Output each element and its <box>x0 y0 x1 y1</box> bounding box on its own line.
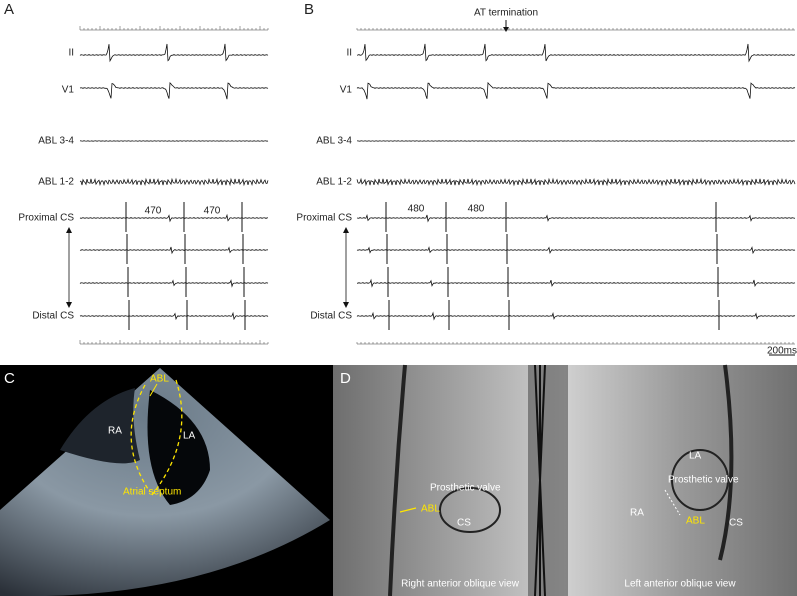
septum-line <box>130 384 151 493</box>
panel-label: C <box>4 370 15 387</box>
lead-label: Proximal CS <box>296 213 352 224</box>
ecg-trace <box>79 311 269 321</box>
lead-label: Proximal CS <box>18 213 74 224</box>
ecg-trace <box>79 213 269 223</box>
lead-labels-b: II V1 ABL 3-4 ABL 1-2 Proximal CS Distal… <box>296 48 352 322</box>
panel-label: A <box>4 1 14 18</box>
ecg-trace <box>356 81 796 100</box>
view-caption: Right anterior oblique view <box>401 579 520 590</box>
valve <box>671 449 729 511</box>
fluoro-label: CS <box>729 518 743 529</box>
fluoro-divider <box>528 365 568 596</box>
echo-ra <box>60 388 140 464</box>
catheter <box>388 364 407 596</box>
valve <box>439 487 501 533</box>
panel-label: B <box>304 1 314 18</box>
fluoro-label: RA <box>630 508 644 519</box>
ecg-trace <box>79 177 269 187</box>
ecg-trace <box>356 311 796 321</box>
annotation-arrowhead <box>503 27 509 32</box>
ecg-trace <box>79 279 269 288</box>
lead-label: II <box>68 48 74 59</box>
fluoro-label: ABL <box>686 516 705 527</box>
ecg-trace <box>79 43 269 63</box>
ecg-trace <box>356 43 796 63</box>
lead-label: V1 <box>62 85 75 96</box>
lead-label: Distal CS <box>310 311 352 322</box>
ecg-trace <box>357 140 796 142</box>
fluoro-label: LA <box>689 451 702 462</box>
fluoro-label: CS <box>457 518 471 529</box>
lead-label: V1 <box>340 85 353 96</box>
annotation: AT termination <box>474 8 538 19</box>
echo-label: Atrial septum <box>123 487 181 498</box>
fluoro-label: ABL <box>421 504 440 515</box>
panel-label: D <box>340 370 351 387</box>
lead-label: ABL 3-4 <box>38 136 74 147</box>
interval-label: 470 <box>204 206 221 217</box>
scale-label: 200ms <box>767 346 797 357</box>
echo-label: RA <box>108 426 122 437</box>
echo-label: ABL <box>150 374 169 385</box>
lead-label: ABL 3-4 <box>316 136 352 147</box>
ecg-trace <box>79 140 269 142</box>
abl-arrow <box>399 507 417 513</box>
lead-labels-a: II V1 ABL 3-4 ABL 1-2 Proximal CS Distal… <box>18 48 74 322</box>
ecg-trace <box>356 246 796 255</box>
interval-label: 480 <box>408 204 425 215</box>
view-caption: Left anterior oblique view <box>624 579 736 590</box>
ecg-trace <box>356 213 796 223</box>
echo-la <box>147 390 210 505</box>
ecg-trace <box>356 177 796 187</box>
interval-label: 480 <box>468 204 485 215</box>
echo-label: LA <box>183 431 196 442</box>
septum-line <box>151 379 183 496</box>
ecg-trace <box>79 81 269 100</box>
lead-label: Distal CS <box>32 311 74 322</box>
stent <box>534 364 546 596</box>
ecg-trace <box>357 278 796 288</box>
lead-label: ABL 1-2 <box>38 177 74 188</box>
fluoro-label: Prosthetic valve <box>668 475 739 486</box>
lead-label: II <box>346 48 352 59</box>
ecg-traces <box>79 26 796 345</box>
ecg-trace <box>79 246 269 255</box>
interval-label: 470 <box>145 206 162 217</box>
abl-arrow <box>149 383 158 397</box>
septum-line <box>664 489 681 516</box>
lead-label: ABL 1-2 <box>316 177 352 188</box>
fluoro-label: Prosthetic valve <box>430 483 501 494</box>
catheter <box>718 364 734 561</box>
